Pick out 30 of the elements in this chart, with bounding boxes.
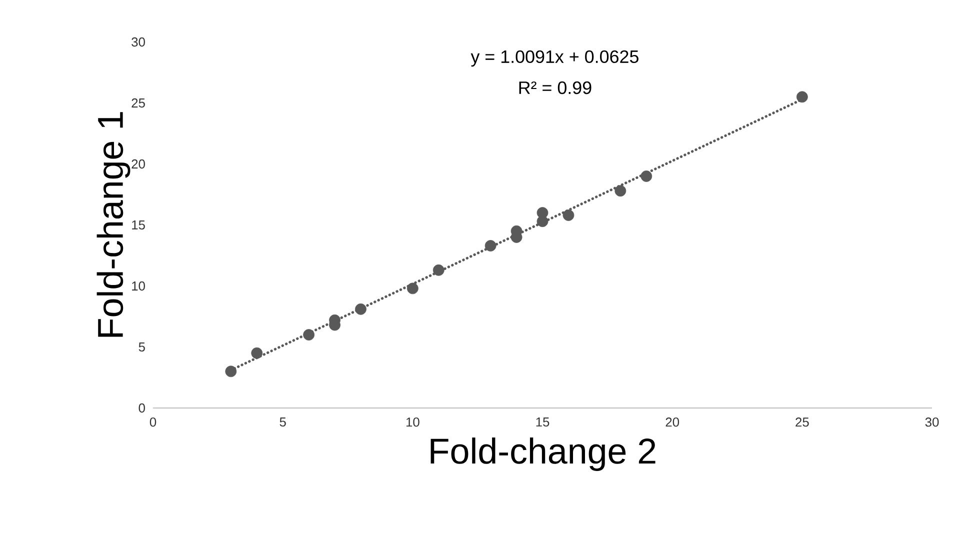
x-tick-label: 5	[280, 418, 286, 427]
point	[562, 210, 574, 221]
y-tick-label: 25	[132, 98, 145, 108]
point	[484, 240, 496, 252]
point	[355, 303, 366, 315]
annotation: R² = 0.99	[519, 81, 592, 94]
x-tick-label: 10	[406, 418, 420, 427]
point	[251, 347, 263, 359]
point	[225, 366, 237, 378]
y-tick-label: 15	[132, 220, 145, 230]
x-tick-label: 25	[796, 418, 809, 427]
x-tick-label: 20	[666, 418, 680, 427]
point	[536, 216, 548, 228]
point	[432, 264, 444, 276]
annotation: y = 1.0091x + 0.0625	[470, 50, 638, 67]
y-tick-label: 5	[138, 342, 145, 352]
point	[303, 329, 315, 340]
point	[640, 170, 652, 182]
y-tick-label: 0	[138, 403, 145, 413]
point	[614, 185, 626, 197]
y-tick-label: 20	[132, 159, 145, 169]
x-axis-title: Fold-change 2	[430, 438, 656, 471]
point	[406, 282, 418, 294]
point	[796, 91, 808, 103]
x-tick-label: 0	[150, 418, 156, 427]
x-tick-label: 30	[925, 418, 939, 427]
y-axis-title: Fold-change 1	[96, 112, 130, 337]
y-tick-label: 10	[132, 281, 145, 291]
y-tick-label: 30	[132, 37, 145, 47]
x-tick-label: 15	[536, 418, 550, 427]
